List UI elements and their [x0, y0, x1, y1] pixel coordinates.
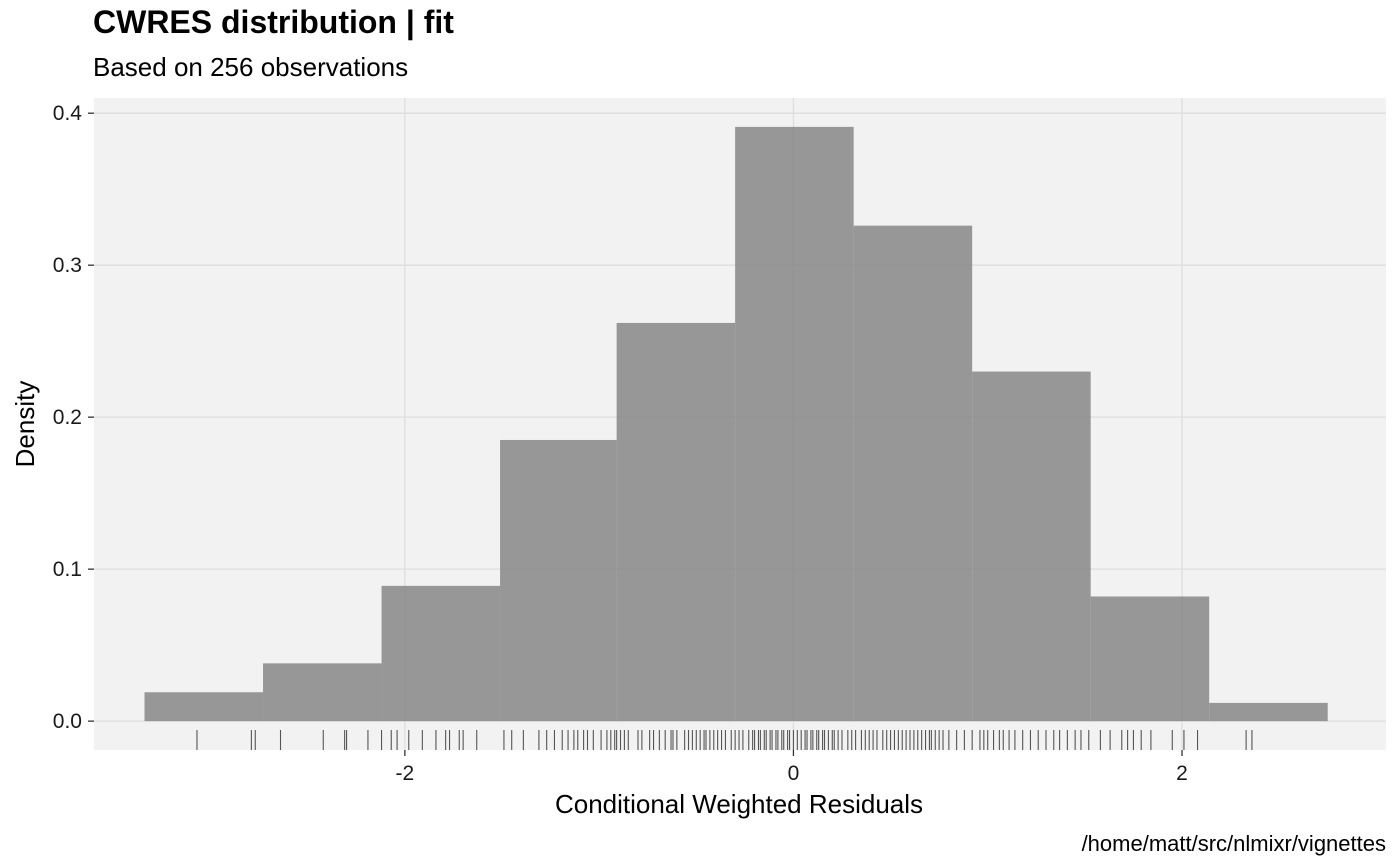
histogram-bar — [1090, 596, 1210, 722]
histogram-bar — [1209, 702, 1328, 722]
chart-title: CWRES distribution | fit — [93, 4, 454, 40]
histogram-bars — [144, 126, 1328, 722]
x-tick-label: 0 — [788, 762, 800, 785]
histogram-bar — [616, 322, 736, 722]
x-axis-title: Conditional Weighted Residuals — [555, 789, 923, 819]
y-tick-label: 0.3 — [53, 254, 82, 277]
histogram-bar — [853, 225, 973, 722]
histogram-bar — [972, 371, 1091, 722]
y-axis: 0.0 0.1 0.2 0.3 0.4 — [53, 102, 94, 733]
y-tick-label: 0.4 — [53, 102, 83, 125]
x-tick-label: -2 — [396, 762, 415, 785]
histogram-bar — [735, 126, 854, 722]
y-tick-label: 0.2 — [53, 406, 82, 429]
histogram-bar — [144, 692, 264, 722]
x-tick-label: 2 — [1176, 762, 1188, 785]
chart-subtitle: Based on 256 observations — [93, 52, 408, 82]
histogram-bar — [500, 439, 617, 722]
y-tick-label: 0.1 — [53, 558, 82, 581]
y-tick-label: 0.0 — [53, 710, 82, 733]
y-axis-title: Density — [10, 381, 40, 468]
chart-caption: /home/matt/src/nlmixr/vignettes — [1082, 831, 1386, 856]
histogram-bar — [263, 663, 382, 722]
rug-marks — [196, 730, 1253, 750]
x-axis: -2 0 2 — [396, 750, 1188, 785]
histogram-bar — [381, 585, 501, 722]
